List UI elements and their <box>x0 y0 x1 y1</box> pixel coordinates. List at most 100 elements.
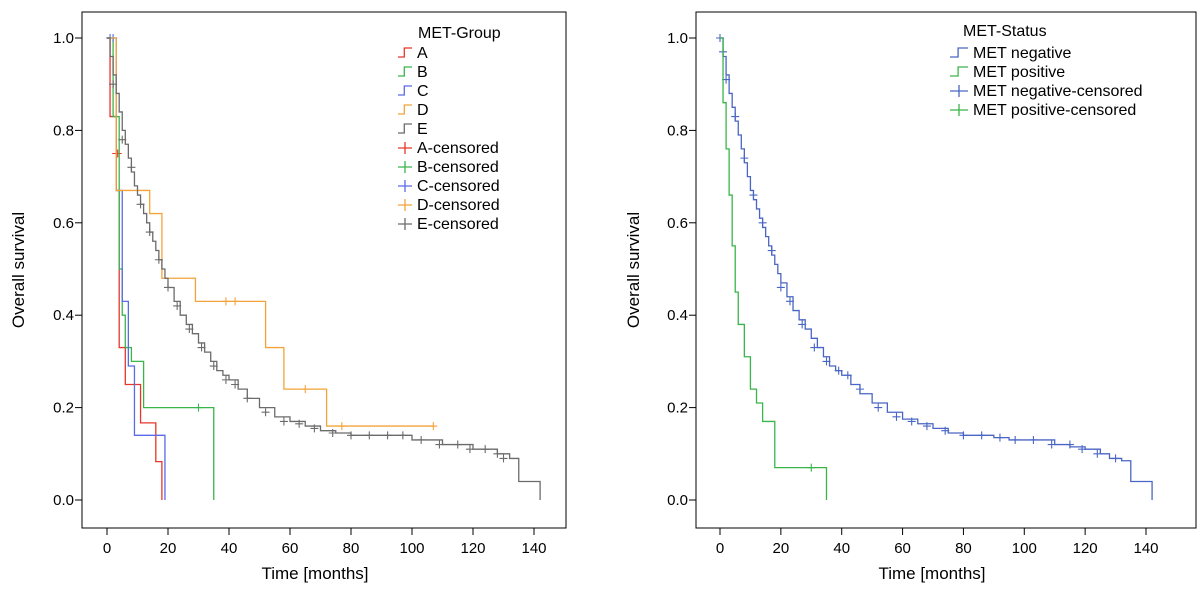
legend-swatch <box>950 104 968 116</box>
y-tick-label: 0.8 <box>53 122 74 139</box>
censor-mark <box>365 431 374 440</box>
censor-mark <box>279 417 288 426</box>
censor-mark <box>977 431 986 440</box>
legend-swatch <box>950 47 968 58</box>
x-tick-label: 140 <box>521 540 546 557</box>
legend-label: D <box>417 102 429 119</box>
x-tick-label: 100 <box>1012 540 1037 557</box>
censor-mark <box>785 297 794 306</box>
legend-swatch <box>398 66 412 77</box>
censor-mark <box>145 228 154 237</box>
legend-swatch <box>950 85 968 97</box>
legend-label: MET negative <box>973 45 1072 62</box>
legend-swatch <box>398 47 412 58</box>
x-tick-label: 0 <box>716 540 724 557</box>
x-tick-label: 60 <box>282 540 299 557</box>
y-axis-label: Overall survival <box>9 212 28 328</box>
censor-mark <box>1078 445 1087 454</box>
censor-mark <box>164 283 172 292</box>
x-tick-label: 20 <box>160 540 177 557</box>
y-tick-label: 1.0 <box>667 30 688 47</box>
legend-swatch <box>950 66 968 77</box>
legend: MET-Status MET negative MET positive MET n… <box>950 23 1143 119</box>
x-axis-label: Time [months] <box>261 564 368 583</box>
censor-mark <box>731 112 740 121</box>
x-tick-label: 0 <box>103 540 111 557</box>
legend-title: MET-Group <box>418 25 501 42</box>
censor-mark <box>1093 449 1102 458</box>
censor-mark <box>185 325 194 334</box>
censor-mark <box>231 380 240 389</box>
censor-mark <box>995 433 1004 442</box>
censor-mark <box>209 362 218 371</box>
legend-label: C-censored <box>417 178 500 195</box>
legend-title: MET-Status <box>963 23 1047 40</box>
censor-mark <box>493 449 502 458</box>
axis-ticks: 0 20 40 60 80 100 120 140 0.0 0.2 0.4 0.6 0.8 1.0 <box>667 30 1158 557</box>
series-line-b <box>107 37 215 500</box>
plot-frame <box>695 11 1197 529</box>
y-tick-label: 0.6 <box>53 215 74 232</box>
series-layer <box>106 34 541 500</box>
legend-swatch <box>398 104 412 115</box>
x-tick-label: 120 <box>460 540 485 557</box>
censor-mark <box>301 385 310 394</box>
y-tick-label: 0.0 <box>667 492 688 509</box>
y-tick-label: 0.4 <box>53 307 74 324</box>
censor-mark <box>843 371 852 380</box>
y-tick-label: 0.0 <box>53 492 74 509</box>
legend-label: A <box>417 45 428 62</box>
censor-mark <box>337 422 346 431</box>
censor-mark <box>1047 440 1056 449</box>
chart-right: 0 20 40 60 80 100 120 140 0.0 0.2 0.4 0.6 0.8 1.0 Tim… <box>624 11 1197 583</box>
plot-frame <box>81 11 567 529</box>
censor-mark <box>118 135 127 144</box>
censor-mark <box>194 403 203 412</box>
censor-mark <box>127 163 136 172</box>
legend-label: MET positive <box>973 64 1065 81</box>
censor-mark <box>154 255 163 264</box>
y-tick-label: 0.2 <box>53 400 74 417</box>
censor-mark <box>822 357 831 366</box>
series-line-e <box>107 37 541 500</box>
censor-mark <box>310 424 319 433</box>
legend-label: E <box>417 121 428 138</box>
censor-mark <box>113 149 122 158</box>
censor-mark <box>328 429 337 438</box>
censor-mark <box>855 385 864 394</box>
censor-mark <box>499 454 508 463</box>
y-tick-label: 0.8 <box>667 122 688 139</box>
x-tick-label: 80 <box>955 540 972 557</box>
legend-swatch <box>398 123 412 134</box>
legend-swatch <box>398 142 412 154</box>
censor-mark <box>173 301 182 310</box>
censor-mark <box>758 218 767 227</box>
legend-swatch <box>398 199 412 211</box>
censor-mark <box>243 394 252 403</box>
censor-mark <box>347 431 355 440</box>
censor-mark <box>221 297 230 306</box>
censor-mark <box>740 154 749 163</box>
legend-swatch <box>398 85 412 96</box>
censor-mark <box>383 431 392 440</box>
censor-mark <box>231 297 240 306</box>
legend-swatch <box>398 180 412 192</box>
censor-mark <box>749 191 758 200</box>
censor-mark <box>417 435 426 444</box>
series-line-met-positive <box>720 37 828 500</box>
x-tick-label: 120 <box>1073 540 1098 557</box>
censor-mark <box>481 445 490 454</box>
legend-label: D-censored <box>417 197 500 214</box>
legend-swatch <box>398 161 412 173</box>
x-tick-label: 140 <box>1133 540 1158 557</box>
censor-mark <box>261 408 270 417</box>
censor-mark <box>959 431 968 440</box>
censor-mark <box>429 422 438 431</box>
censor-mark <box>221 375 230 384</box>
series-line-d <box>107 37 434 427</box>
series-line-met-negative <box>720 37 1153 500</box>
censor-mark <box>874 403 883 412</box>
censor-mark <box>465 445 474 454</box>
x-tick-label: 100 <box>399 540 424 557</box>
